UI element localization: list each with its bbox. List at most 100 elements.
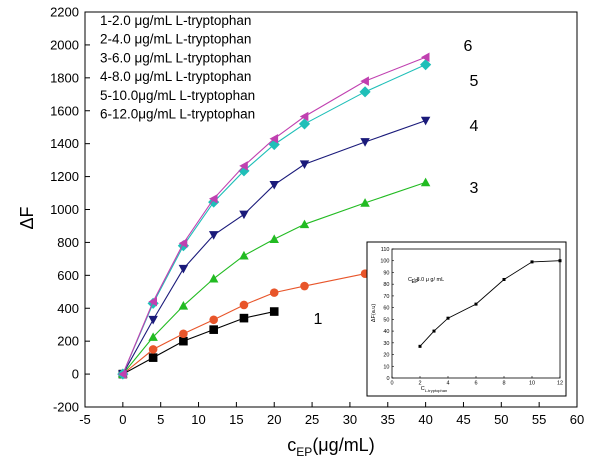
inset-data-point (502, 277, 506, 281)
data-point (239, 250, 249, 260)
data-point (360, 198, 370, 207)
data-point (269, 307, 279, 316)
x-tick-label: 50 (494, 412, 508, 427)
legend-entry: 6-12.0μg/mL L-tryptophan (100, 107, 255, 122)
x-tick-label: 15 (229, 412, 243, 427)
data-point (360, 138, 370, 147)
inset-y-tick-label: 60 (383, 306, 389, 312)
curve-label: 6 (464, 38, 473, 55)
inset-chart: 0 2 4 6 8 10 12 0 10 20 30 40 50 60 70 80 90 100 110 C : … (366, 241, 567, 397)
inset-y-tick-label: 20 (383, 353, 389, 359)
inset-x-tick-label: 0 (390, 381, 393, 387)
inset-x-axis-title-main: C (421, 386, 425, 392)
inset-data-point (418, 344, 422, 348)
inset-y-tick-label: 50 (383, 317, 389, 323)
inset-data-point (432, 329, 436, 333)
x-axis-title-main: c (287, 435, 296, 455)
data-point (209, 325, 218, 334)
legend-entry: 5-10.0μg/mL L-tryptophan (100, 88, 255, 103)
data-point (208, 231, 219, 240)
data-point (148, 315, 158, 325)
x-tick-label: 25 (305, 412, 319, 427)
inset-y-tick-label: 40 (383, 329, 389, 335)
data-point (178, 264, 189, 274)
data-point (148, 332, 158, 341)
x-tick-label: 40 (418, 412, 432, 427)
inset-x-tick-label: 8 (502, 381, 505, 387)
data-point (148, 345, 158, 354)
x-tick-label: 5 (157, 412, 164, 427)
curve-label: 3 (470, 180, 479, 197)
y-tick-label: 200 (57, 334, 79, 349)
legend-entry: 3-6.0 μg/mL L-tryptophan (100, 50, 251, 65)
series-line-1 (122, 311, 275, 375)
data-point (299, 160, 310, 169)
data-point (208, 194, 218, 204)
y-tick-label: -200 (53, 400, 79, 415)
data-point (420, 116, 431, 126)
inset-y-axis-ticks: 0 10 20 30 40 50 60 70 80 90 100 110 (380, 247, 394, 382)
y-tick-label: 2000 (50, 37, 79, 52)
y-tick-label: 400 (57, 301, 79, 316)
data-point (208, 273, 219, 283)
main-y-axis-ticks: -200 0 200 400 600 800 1000 1200 1400 1600 1800 200… (50, 5, 90, 415)
y-tick-label: 1200 (50, 169, 79, 184)
main-plot-area: -5 0 5 10 15 20 25 30 35 40 45 50 55 60 -200020040060… (50, 5, 584, 428)
inset-annotation-subscript: EP (412, 279, 420, 285)
inset-data-point (558, 259, 562, 263)
inset-x-axis-ticks: 0 2 4 6 8 10 12 (390, 376, 563, 387)
inset-data-point (530, 260, 534, 264)
data-point (239, 210, 249, 220)
inset-data-point (446, 316, 450, 320)
inset-y-tick-label: 100 (380, 259, 389, 265)
data-point (239, 161, 248, 171)
inset-y-tick-label: 80 (383, 282, 389, 288)
inset-y-tick-label: 10 (383, 364, 389, 370)
series-6 (118, 52, 430, 379)
series-1 (118, 307, 279, 379)
inset-x-tick-label: 6 (474, 381, 477, 387)
legend-entry: 4-8.0 μg/mL L-tryptophan (100, 69, 251, 84)
inset-annotation: C : 8.0 μ g/ mL (408, 277, 444, 283)
inset-y-tick-label: 70 (383, 294, 389, 300)
data-point (420, 52, 430, 62)
inset-x-tick-label: 12 (557, 381, 563, 387)
data-point (209, 315, 218, 325)
data-point (148, 296, 157, 307)
inset-annotation-text: C : 8.0 μ g/ mL (408, 277, 444, 283)
series-line-2 (122, 273, 366, 375)
x-axis-title: cEP(μg/mL) (287, 435, 374, 459)
inset-x-tick-label: 10 (529, 381, 535, 387)
data-point (148, 353, 158, 362)
curve-label: 4 (470, 118, 479, 135)
data-point (178, 238, 188, 248)
y-tick-label: 1800 (50, 70, 79, 85)
inset-x-axis-title: CL-tryptophan (421, 386, 447, 393)
inset-y-tick-label: 110 (381, 247, 390, 253)
y-tick-label: 2200 (50, 5, 79, 20)
x-tick-label: 35 (381, 412, 395, 427)
y-tick-label: 800 (57, 235, 79, 250)
legend: 1-2.0 μg/mL L-tryptophan 2-4.0 μg/mL L-tr… (100, 13, 255, 122)
inset-data-point (474, 302, 478, 306)
series-4 (118, 116, 431, 379)
data-point (179, 336, 188, 346)
data-point (298, 118, 311, 130)
inset-x-tick-label: 4 (446, 381, 449, 387)
legend-entry: 2-4.0 μg/mL L-tryptophan (100, 32, 251, 47)
inset-x-axis-title-subscript: L-tryptophan (425, 388, 447, 393)
data-point (360, 76, 369, 86)
data-point (359, 86, 371, 98)
y-tick-label: 1400 (50, 136, 79, 151)
data-point (269, 133, 279, 144)
legend-entry: 1-2.0 μg/mL L-tryptophan (100, 13, 251, 28)
x-axis-title-unit: (μg/mL) (312, 435, 374, 455)
data-point (420, 59, 432, 71)
data-point (239, 313, 249, 323)
data-point (238, 165, 250, 177)
x-tick-label: 55 (532, 412, 546, 427)
data-point (239, 300, 249, 310)
inset-y-axis-title: ΔF(a.u) (371, 304, 377, 323)
x-axis-title-subscript: EP (296, 445, 312, 459)
